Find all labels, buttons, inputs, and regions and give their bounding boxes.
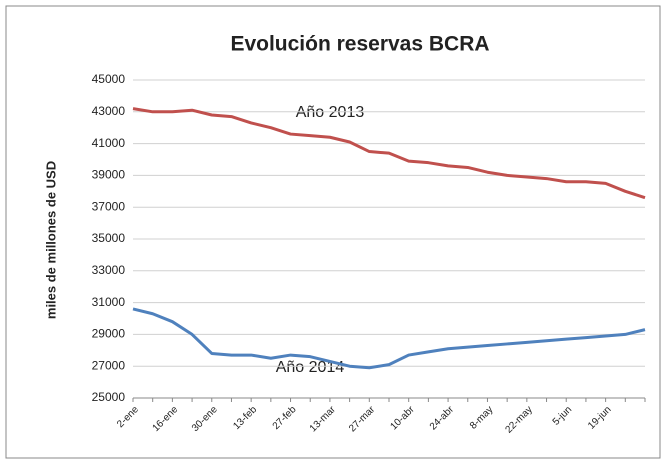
chart-title: Evolución reservas BCRA — [230, 33, 489, 56]
y-tick-label: 29000 — [92, 327, 126, 341]
annotation: Año 2014 — [276, 359, 345, 376]
y-tick-label: 27000 — [92, 358, 126, 372]
series-line — [132, 307, 646, 370]
y-axis-label: miles de millones de USD — [43, 161, 58, 319]
annotation: Año 2013 — [296, 104, 365, 121]
series-line — [132, 107, 646, 200]
y-tick-label: 39000 — [92, 168, 126, 182]
y-tick-label: 33000 — [92, 263, 126, 277]
y-tick-label: 41000 — [92, 136, 126, 150]
y-tick-label: 25000 — [92, 390, 126, 404]
y-tick-label: 31000 — [92, 295, 126, 309]
y-tick-label: 37000 — [92, 199, 126, 213]
chart-border — [5, 5, 661, 459]
y-tick-label: 43000 — [92, 104, 126, 118]
y-tick-label: 35000 — [92, 231, 126, 245]
y-tick-label: 45000 — [92, 72, 126, 86]
